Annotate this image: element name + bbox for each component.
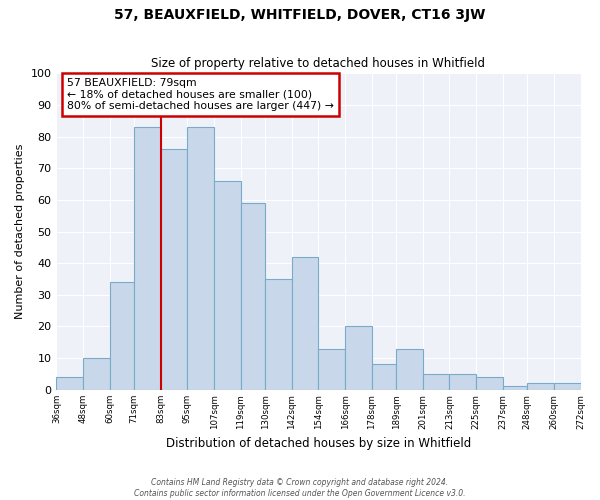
Bar — [134, 127, 161, 390]
Text: 57 BEAUXFIELD: 79sqm
← 18% of detached houses are smaller (100)
80% of semi-deta: 57 BEAUXFIELD: 79sqm ← 18% of detached h… — [67, 78, 334, 112]
Y-axis label: Number of detached properties: Number of detached properties — [15, 144, 25, 319]
Bar — [110, 282, 134, 390]
X-axis label: Distribution of detached houses by size in Whitfield: Distribution of detached houses by size … — [166, 437, 471, 450]
Bar — [345, 326, 372, 390]
Bar — [187, 127, 214, 390]
Bar — [423, 374, 449, 390]
Bar — [527, 384, 554, 390]
Bar — [319, 348, 345, 390]
Bar — [83, 358, 110, 390]
Bar — [372, 364, 396, 390]
Bar — [214, 181, 241, 390]
Bar — [56, 377, 83, 390]
Bar — [396, 348, 423, 390]
Bar — [161, 150, 187, 390]
Bar — [292, 257, 319, 390]
Bar — [241, 203, 265, 390]
Bar — [449, 374, 476, 390]
Title: Size of property relative to detached houses in Whitfield: Size of property relative to detached ho… — [151, 56, 485, 70]
Bar — [476, 377, 503, 390]
Bar — [554, 384, 581, 390]
Bar — [503, 386, 527, 390]
Text: Contains HM Land Registry data © Crown copyright and database right 2024.
Contai: Contains HM Land Registry data © Crown c… — [134, 478, 466, 498]
Bar — [265, 279, 292, 390]
Text: 57, BEAUXFIELD, WHITFIELD, DOVER, CT16 3JW: 57, BEAUXFIELD, WHITFIELD, DOVER, CT16 3… — [115, 8, 485, 22]
